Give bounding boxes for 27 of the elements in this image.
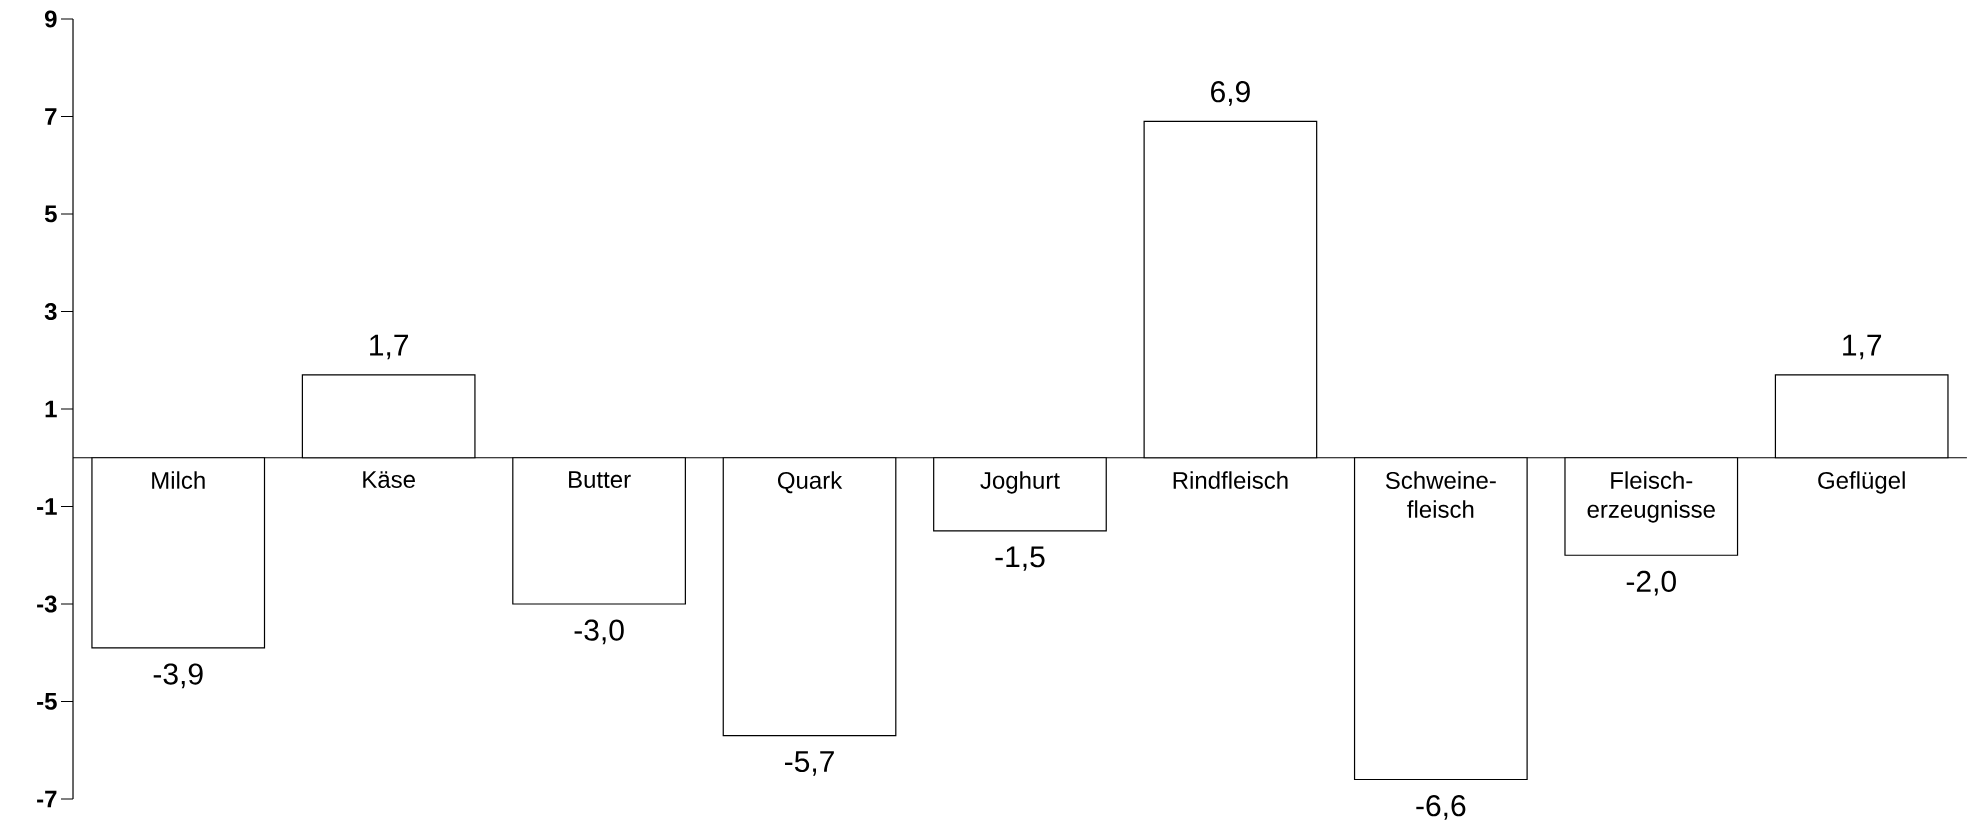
data-label: -3,9 [153, 663, 203, 689]
data-label: -2,0 [1626, 570, 1676, 596]
data-label: -3,0 [574, 619, 624, 645]
x-tick-label: Milch [152, 471, 205, 489]
x-tick-label: Joghurt [980, 471, 1060, 494]
y-tick-label: -5 [37, 693, 57, 710]
x-tick-label: Butter [569, 471, 631, 489]
y-tick-label: -3 [37, 595, 57, 613]
y-tick-label: 5 [44, 205, 57, 223]
data-label: -5,7 [785, 751, 834, 776]
x-tick-label: Fleisch-erzeugnisse [1587, 471, 1715, 523]
y-tick-label: 3 [44, 302, 57, 320]
y-tick-label: -1 [37, 498, 57, 515]
x-tick-label: Rindfleisch [1173, 471, 1288, 489]
data-label: -1,5 [995, 546, 1045, 571]
data-label: -6,6 [1416, 795, 1466, 820]
y-tick-label: 9 [44, 10, 57, 28]
y-tick-label: -7 [37, 790, 57, 808]
x-tick-label: Schweine-fleisch [1385, 471, 1496, 518]
x-tick-label: Geflügel [1818, 471, 1905, 494]
x-tick-label: Käse [363, 471, 415, 489]
y-tick-label: 7 [45, 108, 57, 125]
y-tick-label: 1 [45, 400, 57, 418]
data-label: 1,7 [370, 334, 409, 360]
data-label: 1,7 [1843, 334, 1882, 360]
data-label: 6,9 [1211, 81, 1250, 106]
x-tick-label: Quark [777, 471, 843, 494]
